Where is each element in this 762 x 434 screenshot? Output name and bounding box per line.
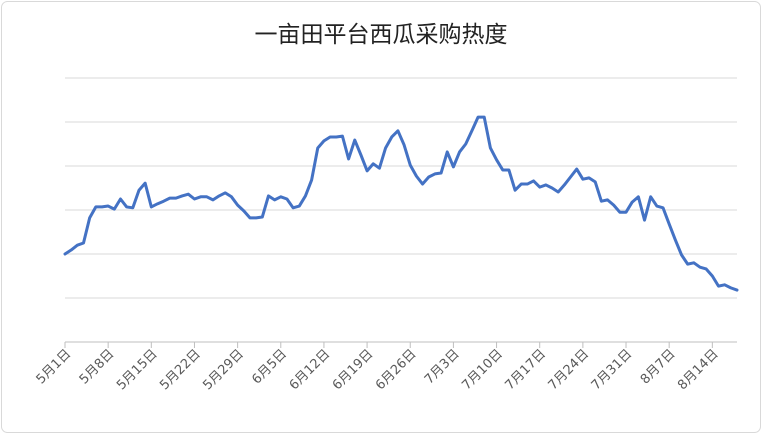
data-line	[63, 115, 739, 292]
chart-title: 一亩田平台西瓜采购热度	[255, 22, 508, 48]
